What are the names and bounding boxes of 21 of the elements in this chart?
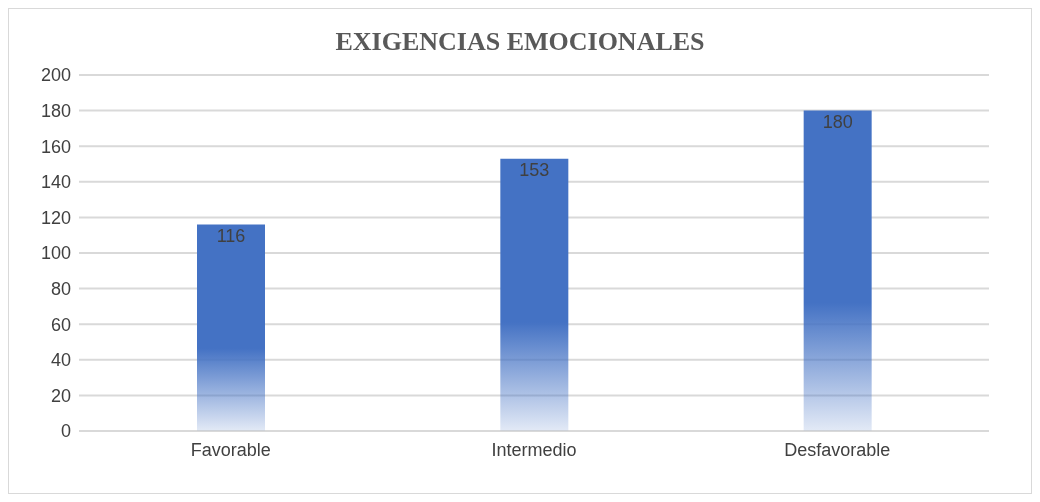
- bar: [197, 224, 265, 431]
- y-tick-label: 180: [40, 100, 71, 121]
- data-label: 153: [519, 160, 550, 181]
- x-tick-label: Desfavorable: [784, 439, 891, 460]
- y-tick-label: 40: [50, 350, 71, 371]
- y-tick-label: 160: [40, 136, 71, 157]
- x-tick-label: Favorable: [190, 439, 271, 460]
- y-tick-label: 0: [60, 421, 71, 442]
- y-tick-label: 140: [40, 172, 71, 193]
- y-tick-label: 200: [40, 65, 71, 86]
- y-tick-label: 60: [50, 314, 71, 335]
- y-tick-label: 20: [50, 385, 71, 406]
- y-tick-label: 120: [40, 207, 71, 228]
- x-tick-label: Intermedio: [491, 439, 577, 460]
- chart-title: EXIGENCIAS EMOCIONALES: [334, 27, 706, 58]
- bar: [803, 110, 872, 431]
- y-tick-label: 80: [50, 278, 71, 299]
- bar: [500, 158, 569, 431]
- y-tick-label: 100: [40, 243, 71, 264]
- data-label: 180: [822, 112, 853, 133]
- data-label: 116: [216, 226, 246, 247]
